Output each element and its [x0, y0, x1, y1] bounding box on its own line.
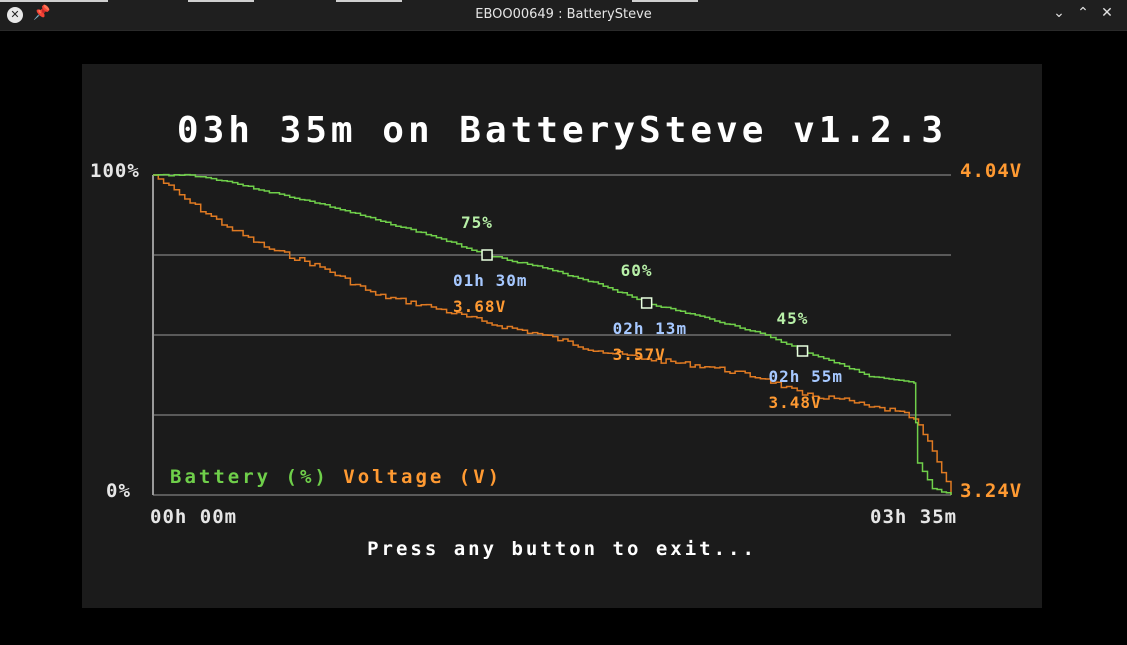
marker-voltage-label: 3.68V	[453, 297, 507, 316]
titlebar-tab-strip	[188, 0, 254, 2]
milestone-marker	[481, 249, 493, 261]
marker-time-label: 02h 55m	[768, 367, 843, 386]
marker-voltage-label: 3.57V	[612, 345, 666, 364]
close-icon[interactable]: ✕	[1101, 5, 1113, 21]
legend-voltage: Voltage (V)	[343, 466, 503, 488]
legend-battery: Battery (%)	[170, 466, 329, 488]
maximize-icon[interactable]: ⌃	[1077, 5, 1089, 21]
y-axis-max-label: 100%	[90, 160, 140, 182]
milestone-marker	[640, 297, 653, 309]
titlebar-tab-strip	[632, 0, 698, 2]
milestone-marker	[796, 345, 809, 357]
battery-chart	[152, 173, 952, 496]
window-title: EBOO00649 : BatterySteve	[475, 7, 652, 22]
game-screen: 03h 35m on BatterySteve v1.2.3 100% 0% 4…	[82, 64, 1042, 608]
marker-voltage-label: 3.48V	[768, 393, 822, 412]
minimize-icon[interactable]: ⌄	[1053, 5, 1065, 21]
x-logo-icon[interactable]: ✕	[7, 7, 23, 23]
marker-percent-label: 45%	[776, 309, 809, 328]
voltage-min-label: 3.24V	[960, 480, 1023, 502]
titlebar-tab-strip	[336, 0, 402, 2]
titlebar-tab-strip	[0, 0, 108, 2]
pin-icon[interactable]: 📌	[33, 5, 51, 21]
screen-title: 03h 35m on BatterySteve v1.2.3	[176, 110, 948, 151]
chart-legend: Battery (%) Voltage (V)	[170, 466, 502, 488]
window-titlebar: ✕ 📌 EBOO00649 : BatterySteve ⌄ ⌃ ✕	[0, 0, 1127, 31]
voltage-series-line	[153, 174, 952, 495]
marker-time-label: 02h 13m	[612, 319, 688, 338]
x-axis-end-label: 03h 35m	[870, 506, 958, 528]
marker-percent-label: 75%	[461, 213, 493, 232]
y-axis-min-label: 0%	[106, 480, 131, 502]
marker-time-label: 01h 30m	[453, 271, 528, 290]
marker-percent-label: 60%	[620, 261, 653, 280]
x-axis-start-label: 00h 00m	[150, 506, 238, 528]
voltage-max-label: 4.04V	[960, 160, 1023, 182]
exit-prompt[interactable]: Press any button to exit...	[367, 538, 757, 560]
battery-series-line	[153, 173, 952, 495]
